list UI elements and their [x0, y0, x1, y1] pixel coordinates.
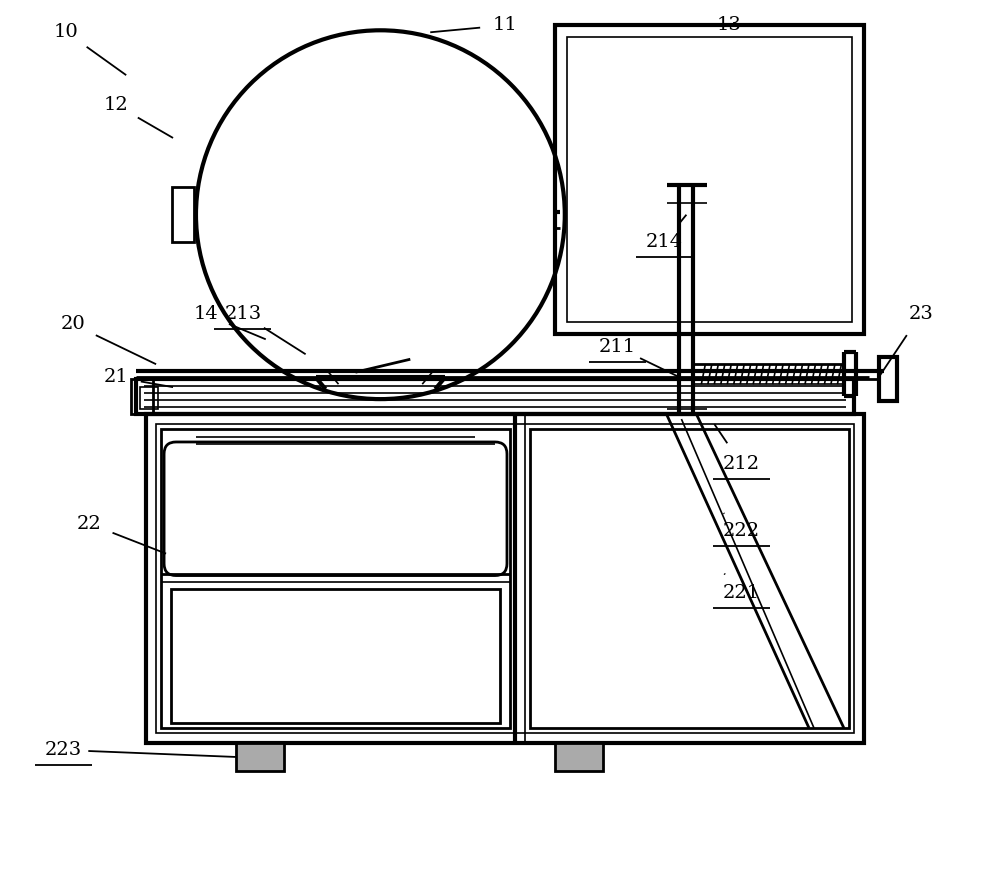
Bar — [555, 25, 864, 335]
Bar — [161, 429, 510, 728]
Text: 20: 20 — [61, 315, 86, 334]
Bar — [140, 388, 158, 409]
Text: 211: 211 — [599, 338, 636, 356]
Text: 222: 222 — [723, 521, 760, 540]
Bar — [171, 588, 500, 723]
Bar — [879, 357, 897, 401]
Text: 223: 223 — [45, 741, 82, 759]
Text: 22: 22 — [77, 514, 102, 533]
Bar — [146, 414, 864, 743]
Text: 21: 21 — [104, 368, 129, 386]
Text: 13: 13 — [717, 17, 742, 34]
Bar — [136, 379, 854, 414]
Text: 12: 12 — [104, 96, 129, 114]
Bar — [131, 379, 153, 414]
Text: 212: 212 — [723, 454, 760, 473]
Bar — [555, 743, 603, 771]
Text: 23: 23 — [908, 305, 933, 323]
Text: 213: 213 — [224, 305, 261, 323]
Bar — [156, 424, 854, 733]
Text: 11: 11 — [493, 17, 517, 34]
Text: 214: 214 — [646, 233, 683, 250]
Bar — [530, 429, 849, 728]
Bar — [236, 743, 284, 771]
Bar — [172, 188, 194, 242]
Text: 221: 221 — [723, 585, 760, 602]
Text: 10: 10 — [54, 23, 79, 42]
Text: 14: 14 — [194, 305, 218, 323]
Bar — [567, 37, 852, 322]
